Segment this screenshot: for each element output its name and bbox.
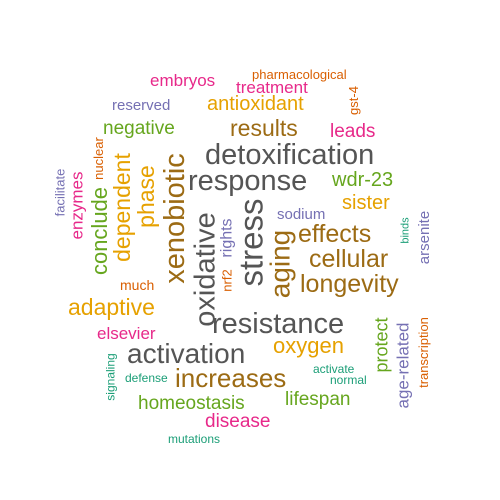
word-oxygen: oxygen <box>273 333 344 358</box>
word-conclude: conclude <box>87 186 113 276</box>
word-enzymes: enzymes <box>67 170 87 240</box>
word-resistance: resistance <box>212 308 345 340</box>
word-age-related: age-related <box>393 321 413 409</box>
word-signaling: signaling <box>103 353 118 401</box>
word-xenobiotic: xenobiotic <box>158 152 191 284</box>
word-arsenite: arsenite <box>415 210 433 264</box>
word-leads: leads <box>330 121 376 142</box>
word-gst-4: gst-4 <box>345 85 361 115</box>
word-treatment: treatment <box>236 78 308 97</box>
word-adaptive: adaptive <box>68 294 155 320</box>
word-activation: activation <box>127 338 246 369</box>
word-sister: sister <box>342 192 390 214</box>
word-phase: phase <box>132 164 159 228</box>
word-wdr-23: wdr-23 <box>332 169 394 191</box>
word-disease: disease <box>205 411 271 432</box>
word-embryos: embryos <box>150 71 216 90</box>
word-activate: activate <box>313 362 355 376</box>
word-sodium: sodium <box>277 206 326 223</box>
word-transcription: transcription <box>415 316 431 388</box>
word-facilitate: facilitate <box>52 168 68 216</box>
word-stress: stress <box>232 197 270 287</box>
word-homeostasis: homeostasis <box>138 393 245 414</box>
word-nrf2: nrf2 <box>219 268 235 292</box>
word-normal: normal <box>330 373 367 387</box>
word-negative: negative <box>103 118 175 139</box>
word-nuclear: nuclear <box>90 136 106 180</box>
word-elsevier: elsevier <box>97 324 156 343</box>
word-oxidative: oxidative <box>189 211 222 327</box>
word-increases: increases <box>175 363 287 393</box>
word-much: much <box>120 277 155 293</box>
word-pharmacological: pharmacological <box>252 67 347 82</box>
word-protect: protect <box>371 317 392 373</box>
word-defense: defense <box>125 371 168 385</box>
word-rights: rights <box>218 218 236 258</box>
word-binds: binds <box>399 216 412 244</box>
word-lifespan: lifespan <box>285 389 351 410</box>
word-dependent: dependent <box>108 152 135 262</box>
word-response: response <box>188 165 308 197</box>
word-results: results <box>230 115 298 141</box>
word-effects: effects <box>298 220 372 248</box>
word-antioxidant: antioxidant <box>207 93 304 115</box>
word-aging: aging <box>263 229 295 299</box>
word-mutations: mutations <box>168 432 221 446</box>
word-longevity: longevity <box>300 270 399 298</box>
word-detoxification: detoxification <box>205 139 375 171</box>
word-reserved: reserved <box>112 97 171 114</box>
word-cellular: cellular <box>309 245 389 273</box>
